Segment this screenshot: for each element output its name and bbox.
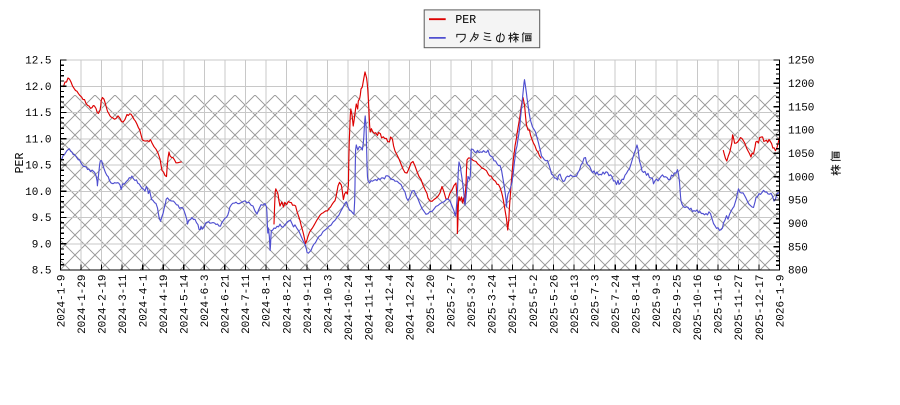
svg-text:2024-6-21: 2024-6-21	[221, 274, 233, 334]
svg-text:2025-3-24: 2025-3-24	[488, 274, 500, 334]
svg-text:2025-11-27: 2025-11-27	[734, 275, 746, 341]
svg-text:2024-11-14: 2024-11-14	[364, 274, 376, 340]
svg-text:2026-1-9: 2026-1-9	[775, 275, 787, 328]
svg-text:2025-8-14: 2025-8-14	[632, 274, 644, 334]
svg-text:1050: 1050	[788, 149, 814, 161]
svg-text:10.5: 10.5	[25, 161, 51, 173]
svg-text:2025-3-3: 2025-3-3	[467, 275, 479, 328]
svg-text:1200: 1200	[788, 79, 814, 91]
svg-text:11.5: 11.5	[25, 108, 51, 120]
svg-text:2025-11-6: 2025-11-6	[714, 275, 726, 334]
svg-text:8.5: 8.5	[32, 266, 52, 278]
svg-text:2024-12-24: 2024-12-24	[406, 274, 418, 340]
svg-text:1250: 1250	[788, 56, 814, 68]
svg-text:2025-10-16: 2025-10-16	[693, 275, 705, 341]
svg-text:2024-10-3: 2024-10-3	[323, 275, 335, 334]
svg-text:2025-4-11: 2025-4-11	[508, 274, 520, 334]
svg-text:900: 900	[788, 219, 808, 231]
svg-text:PER: PER	[14, 153, 27, 174]
svg-text:12.0: 12.0	[25, 82, 51, 94]
svg-text:2024-6-3: 2024-6-3	[200, 275, 212, 328]
svg-text:2024-1-29: 2024-1-29	[77, 275, 89, 334]
svg-text:2024-5-14: 2024-5-14	[180, 274, 192, 334]
svg-text:2025-9-25: 2025-9-25	[673, 275, 685, 334]
svg-text:2024-2-19: 2024-2-19	[97, 275, 109, 334]
svg-text:800: 800	[788, 266, 808, 278]
svg-text:1150: 1150	[788, 102, 814, 114]
svg-text:2024-4-19: 2024-4-19	[159, 275, 171, 334]
svg-text:950: 950	[788, 196, 808, 208]
svg-text:2025-12-17: 2025-12-17	[755, 275, 767, 341]
svg-text:1100: 1100	[788, 126, 814, 138]
svg-text:2025-7-3: 2025-7-3	[590, 275, 602, 328]
svg-text:2024-4-1: 2024-4-1	[138, 274, 150, 327]
svg-text:9.5: 9.5	[32, 213, 52, 225]
svg-text:2024-12-4: 2024-12-4	[385, 274, 397, 334]
svg-text:9.0: 9.0	[32, 239, 52, 251]
svg-text:2025-6-13: 2025-6-13	[570, 275, 582, 334]
svg-text:10.0: 10.0	[25, 187, 51, 199]
svg-text:2024-1-9: 2024-1-9	[56, 275, 68, 328]
svg-text:11.0: 11.0	[25, 134, 51, 146]
svg-text:2025-5-26: 2025-5-26	[549, 275, 561, 334]
svg-text:12.5: 12.5	[25, 56, 51, 68]
svg-text:2024-9-11: 2024-9-11	[303, 274, 315, 334]
svg-text:2025-5-2: 2025-5-2	[529, 275, 541, 328]
svg-text:2025-2-7: 2025-2-7	[447, 275, 459, 328]
svg-text:1000: 1000	[788, 172, 814, 184]
svg-text:2024-8-1: 2024-8-1	[262, 274, 274, 327]
svg-text:2024-3-11: 2024-3-11	[118, 274, 130, 334]
svg-text:2024-7-11: 2024-7-11	[241, 274, 253, 334]
svg-text:PER: PER	[455, 14, 476, 27]
svg-text:2025-9-3: 2025-9-3	[652, 275, 664, 328]
svg-text:2024-10-24: 2024-10-24	[344, 274, 356, 340]
svg-text:2025-7-24: 2025-7-24	[611, 274, 623, 334]
svg-text:850: 850	[788, 242, 808, 254]
svg-text:2025-1-20: 2025-1-20	[426, 275, 438, 334]
svg-text:2024-8-22: 2024-8-22	[282, 275, 294, 334]
